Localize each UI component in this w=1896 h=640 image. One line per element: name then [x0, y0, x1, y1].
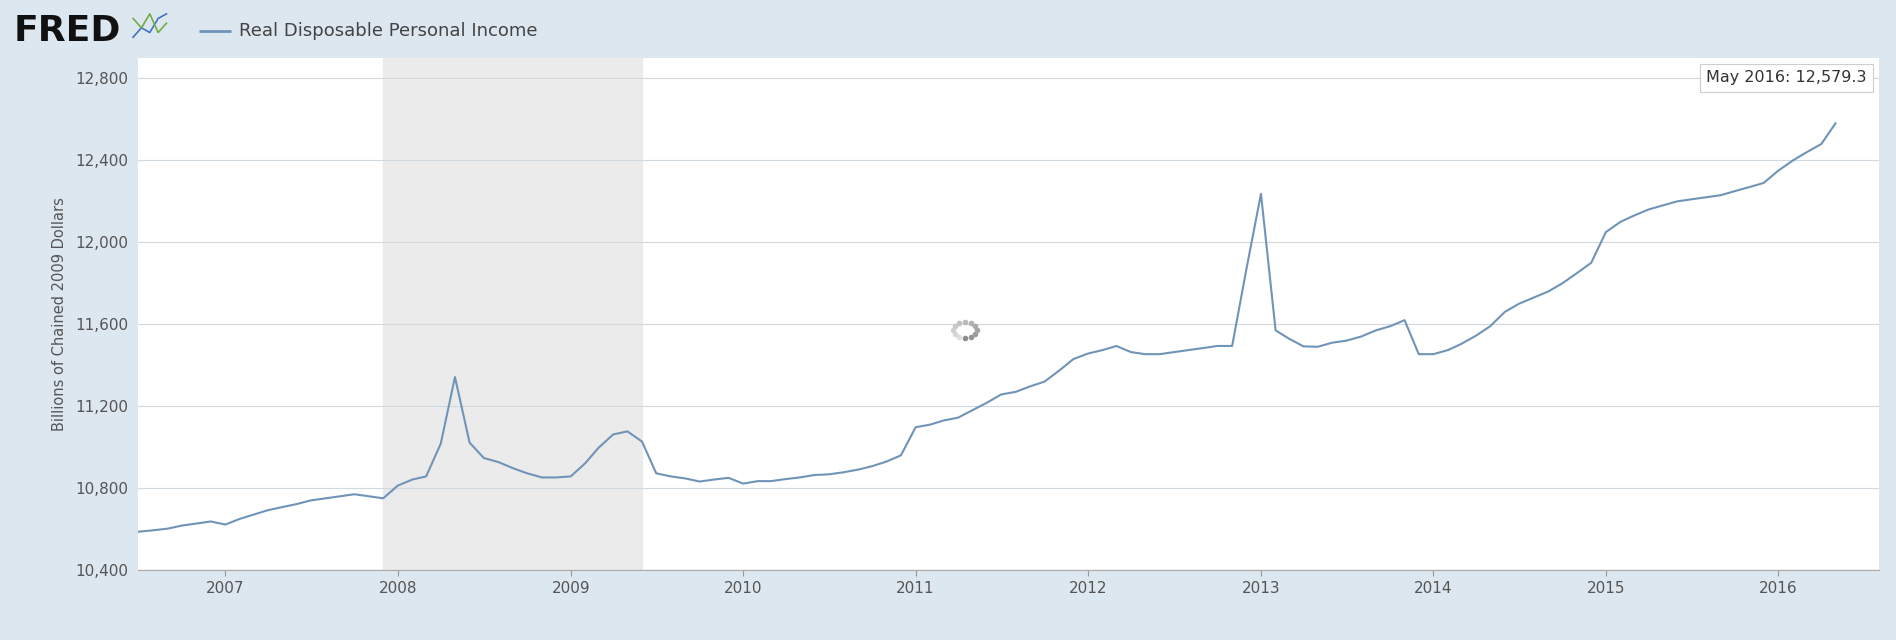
Y-axis label: Billions of Chained 2009 Dollars: Billions of Chained 2009 Dollars: [53, 196, 66, 431]
Text: Real Disposable Personal Income: Real Disposable Personal Income: [239, 22, 537, 40]
Text: FRED: FRED: [13, 14, 121, 48]
Text: May 2016: 12,579.3: May 2016: 12,579.3: [1706, 70, 1868, 85]
Bar: [383, 58, 643, 570]
